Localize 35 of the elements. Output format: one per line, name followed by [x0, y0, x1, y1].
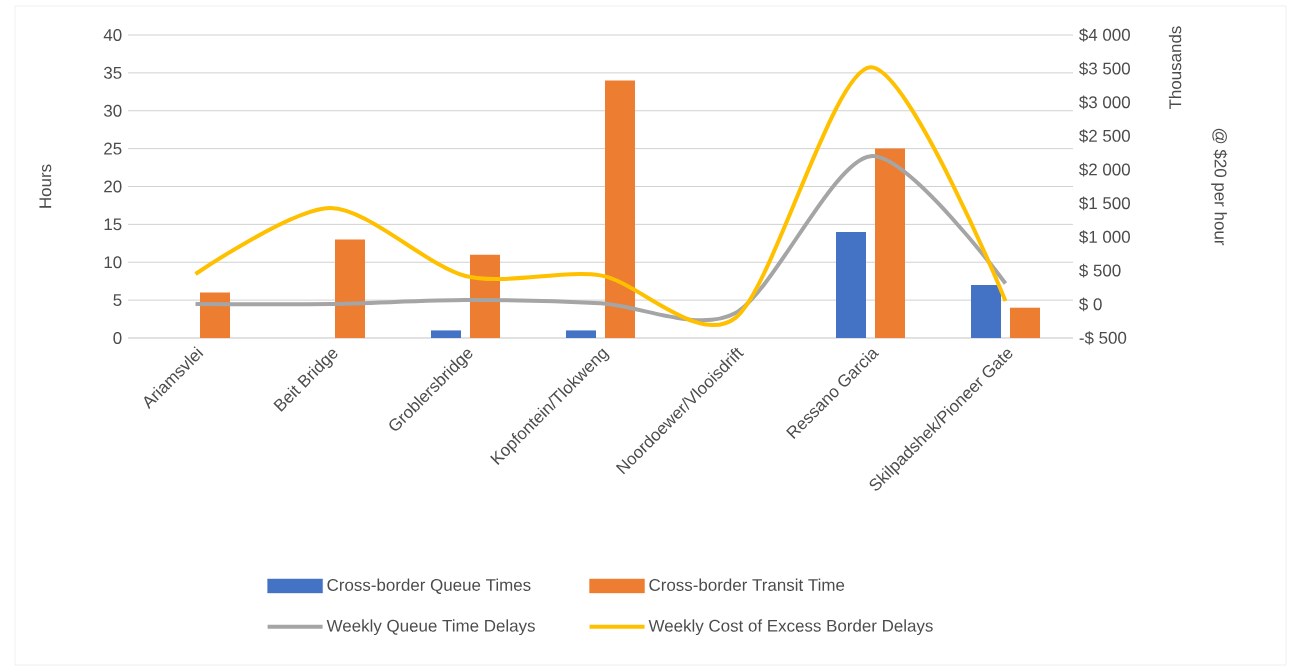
bar — [875, 148, 906, 338]
y2-tick-label: $3 500 — [1079, 61, 1130, 76]
bar — [1010, 307, 1041, 338]
y-tick-label: 20 — [104, 180, 122, 193]
y-tick-label: 40 — [103, 29, 122, 41]
y2-tick-label: $3 000 — [1079, 95, 1130, 110]
bar — [605, 80, 636, 338]
bar — [335, 239, 366, 338]
legend-label: Weekly Queue Time Delays — [326, 619, 535, 636]
bar — [971, 284, 1002, 338]
y-tick-label: 15 — [104, 218, 122, 231]
legend-label: Weekly Cost of Excess Border Delays — [648, 619, 933, 636]
y2-tick-label: $2 500 — [1079, 129, 1130, 143]
y2-tick-label: $ 0 — [1079, 297, 1102, 312]
bar — [836, 231, 867, 338]
y-tick-label: 5 — [113, 294, 122, 307]
y-tick-label: 30 — [103, 104, 122, 117]
y2-tick-label: $ 500 — [1079, 263, 1121, 278]
bar — [470, 254, 501, 338]
legend-label: Cross-border Transit Time — [649, 578, 845, 591]
y2-axis-title: @ $20 per hour — [1211, 128, 1228, 246]
bar — [431, 330, 462, 338]
y2-tick-label: $4 000 — [1079, 28, 1130, 42]
y2-tick-label: $2 000 — [1079, 162, 1130, 177]
y-tick-label: 25 — [104, 142, 122, 155]
y-tick-label: 0 — [113, 332, 122, 344]
y2-tick-label: -$ 500 — [1079, 331, 1127, 345]
y2-tick-label: $1 000 — [1079, 230, 1130, 244]
y2-tick-label: $1 500 — [1079, 196, 1130, 211]
y-axis-title: Hours — [39, 164, 52, 208]
legend-label: Cross-border Queue Times — [327, 578, 531, 594]
text: Thousands — [1168, 26, 1182, 110]
y-tick-label: 10 — [104, 256, 122, 269]
bar — [566, 330, 597, 338]
y-tick-label: 35 — [103, 66, 122, 79]
